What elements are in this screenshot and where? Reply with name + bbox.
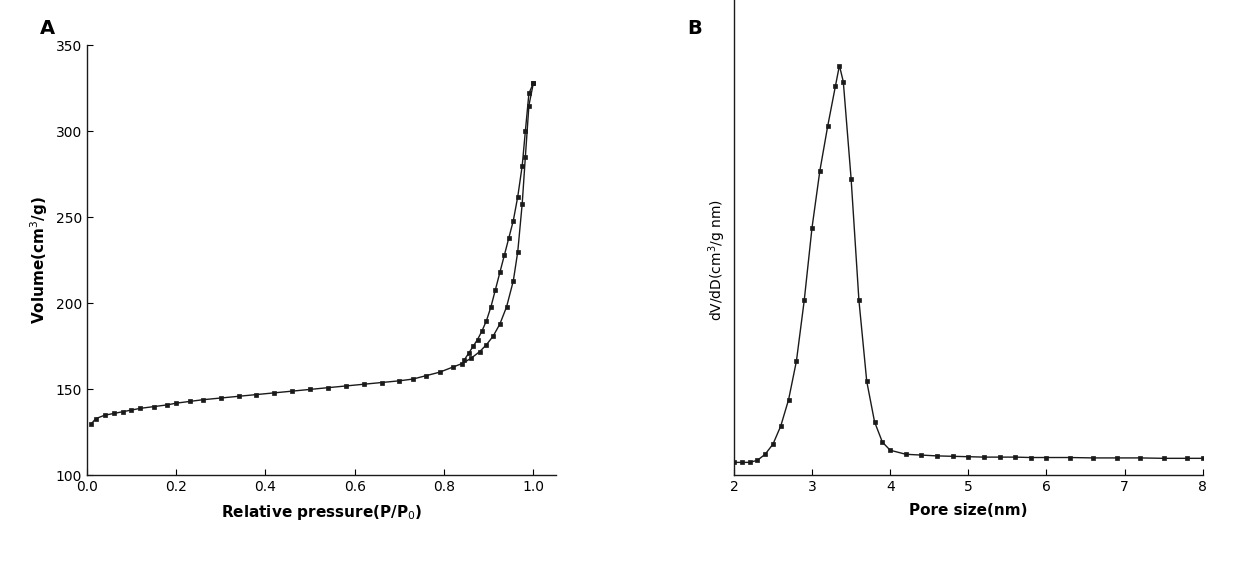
Y-axis label: Volume(cm$^3$/g): Volume(cm$^3$/g): [29, 196, 50, 324]
Text: B: B: [687, 19, 702, 38]
X-axis label: Pore size(nm): Pore size(nm): [909, 503, 1028, 518]
X-axis label: Relative pressure(P/P$_0$): Relative pressure(P/P$_0$): [221, 503, 422, 522]
Y-axis label: dV/dD(cm$^3$/g nm): dV/dD(cm$^3$/g nm): [707, 199, 728, 321]
Text: A: A: [40, 19, 55, 38]
